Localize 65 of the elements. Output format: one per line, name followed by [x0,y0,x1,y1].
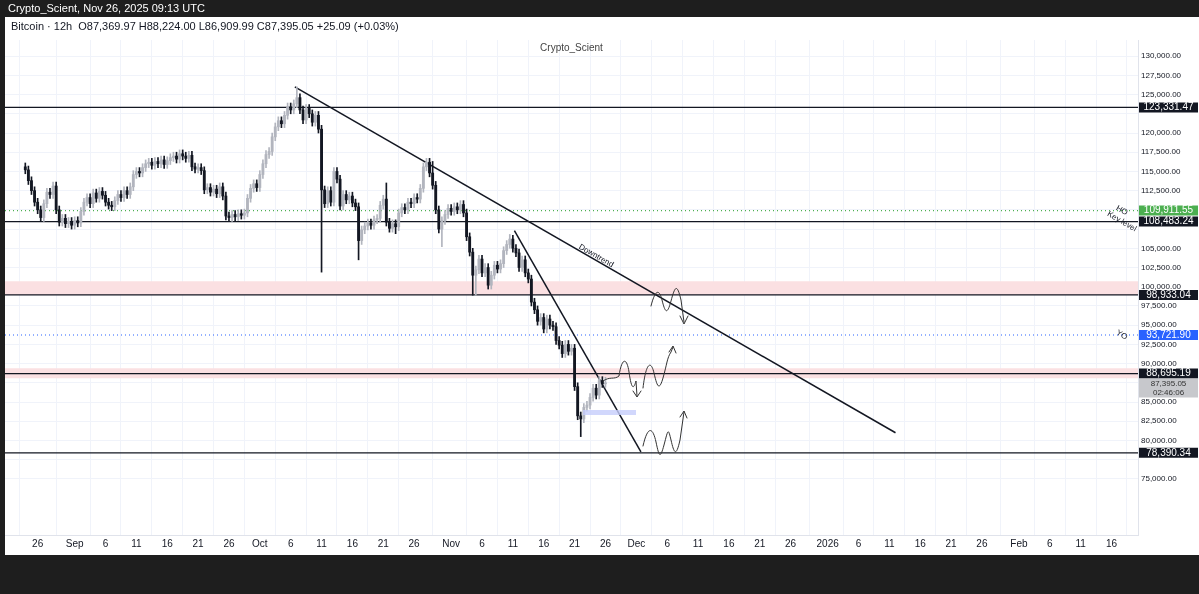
x-tick-label: 6 [1047,537,1054,549]
x-tick-label: 11 [1075,537,1087,549]
y-tick-label: 117,500.00 [1141,147,1181,157]
x-tick-label: 26 [223,537,235,549]
x-tick-label: 6 [855,537,862,549]
x-tick-label: 16 [914,537,927,549]
y-tick-label: 102,500.00 [1141,262,1182,272]
x-tick-label: Dec [627,537,646,549]
y-tick-label: 125,000.00 [1141,89,1182,99]
x-tick-label: 21 [377,537,390,549]
annotation: YO [1114,327,1130,342]
chart-subtitle: Crypto_Scient, Nov 26, 2025 09:13 UTC [8,2,205,15]
text: 02:46:06 [1152,387,1185,397]
x-tick-label: Oct [252,537,268,549]
chart-title: Bitcoin · 12h O87,369.97 H88,224.00 L86,909.99 C87,395.05 +25.09 (+0.03%) [11,20,399,33]
y-tick-label: 105,000.00 [1141,243,1182,253]
x-tick-label: 16 [161,537,174,549]
ref-line-label: 78,390.34 [1146,446,1192,458]
x-tick-label: 21 [192,537,205,549]
x-tick-label: 26 [599,537,612,549]
x-tick-label: Sep [65,537,85,549]
x-tick-label: 6 [102,537,109,549]
y-tick-label: 92,500.00 [1141,339,1178,349]
x-tick-label: 21 [945,537,958,549]
x-tick-label: 26 [785,537,797,549]
y-tick-label: 80,000.00 [1141,435,1178,445]
x-tick-label: 6 [479,537,486,549]
ref-line-label: 123,331.47 [1143,101,1194,113]
x-tick-label: 6 [664,537,671,549]
x-tick-label: 11 [692,537,704,549]
ref-line-label: 93,721.90 [1146,328,1192,340]
text: 87,395.05 [1150,378,1187,388]
y-tick-label: 75,000.00 [1141,474,1178,484]
annotation: Crypto_Scient [540,41,604,53]
x-tick-label: 2026 [816,537,840,549]
x-tick-label: 11 [884,537,895,549]
y-tick-label: 127,500.00 [1141,70,1182,80]
x-tick-label: 11 [507,537,519,549]
y-tick-label: 95,000.00 [1141,320,1178,330]
y-tick-label: 100,000.00 [1141,281,1182,291]
x-tick-label: 16 [1105,537,1118,549]
x-tick-label: 16 [723,537,735,549]
x-tick-label: 26 [976,537,988,549]
y-tick-label: 130,000.00 [1141,51,1182,61]
x-tick-label: 16 [538,537,550,549]
x-tick-label: 11 [131,537,143,549]
x-tick-label: Nov [442,537,461,549]
x-tick-label: 26 [32,537,44,549]
y-tick-label: 120,000.00 [1141,128,1182,138]
x-tick-label: 6 [287,537,294,549]
y-tick-label: 97,500.00 [1141,301,1178,311]
x-tick-label: Feb [1010,537,1028,549]
y-tick-label: 112,500.00 [1141,185,1181,195]
x-tick-label: 16 [346,537,359,549]
x-tick-label: 26 [408,537,421,549]
y-tick-label: 85,000.00 [1141,397,1178,407]
x-tick-label: 21 [569,537,581,549]
x-tick-label: 21 [754,537,766,549]
y-tick-label: 90,000.00 [1141,358,1178,368]
y-tick-label: 82,500.00 [1141,416,1178,426]
ref-line-label: 108,483.24 [1143,215,1194,227]
ref-line-label: 88,695.19 [1146,367,1192,379]
ref-line-label: 109,911.55 [1143,204,1194,216]
x-tick-label: 11 [316,537,328,549]
y-tick-label: 115,000.00 [1141,166,1181,176]
